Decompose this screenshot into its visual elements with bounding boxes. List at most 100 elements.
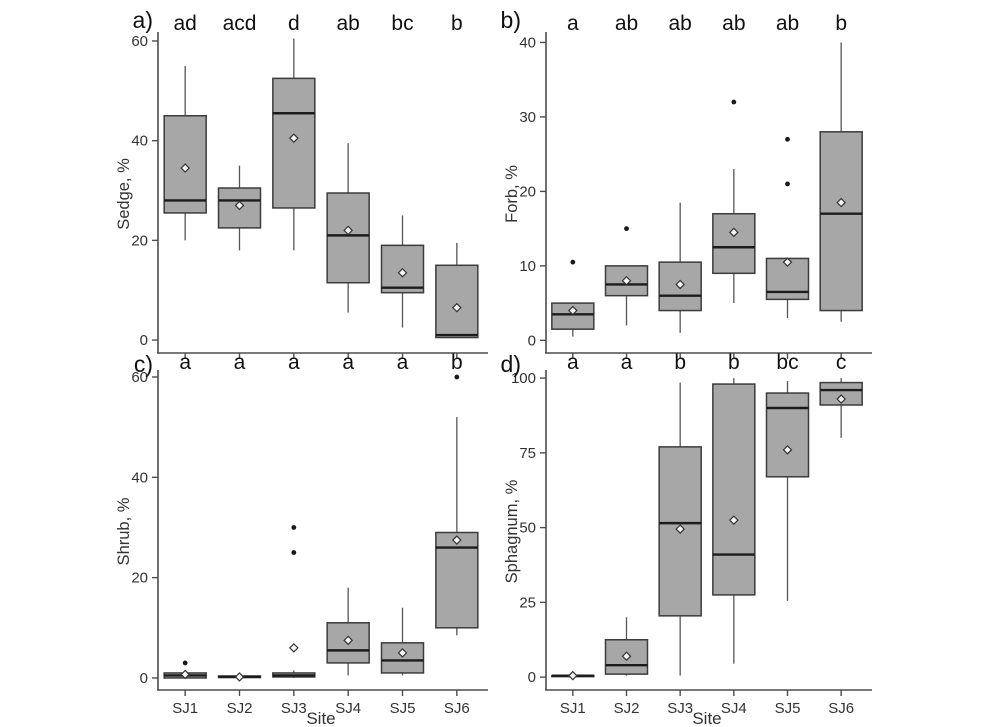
- y-tick-label: 10: [519, 258, 536, 275]
- significance-letter: a: [234, 351, 246, 374]
- y-tick-label: 40: [519, 34, 536, 51]
- box-rect: [712, 212, 756, 275]
- mean-diamond: [234, 200, 245, 211]
- box-c-sj2: [217, 672, 262, 682]
- x-tick-label: SJ3: [667, 700, 693, 717]
- x-tick-label: SJ4: [721, 700, 747, 717]
- box-b-sj5: [765, 136, 810, 318]
- panel-d: 0 25 50 75 100 SJ1 a SJ2 a SJ3 b SJ4 b SJ5 bc SJ6 c Site S…: [501, 351, 872, 727]
- y-tick-label: 30: [519, 109, 536, 126]
- panel-label: d): [501, 351, 521, 377]
- x-tick-label: SJ5: [390, 700, 416, 717]
- significance-letter: a: [397, 351, 409, 374]
- panel-a: 0 20 40 60 ad acd d ab bc b Sedge, % a): [115, 7, 488, 359]
- box-rect: [272, 77, 316, 209]
- box-d-sj1: [551, 670, 595, 681]
- mean-diamond: [567, 670, 578, 681]
- significance-letter: ab: [336, 12, 359, 35]
- mean-diamond: [782, 257, 793, 267]
- mean-diamond: [234, 672, 245, 682]
- y-tick-label: 50: [519, 520, 536, 537]
- outlier-dot: [182, 660, 188, 666]
- x-tick-label: SJ1: [172, 700, 198, 717]
- y-tick-label: 60: [131, 33, 148, 50]
- significance-letter: acd: [223, 12, 257, 35]
- y-tick-label: 0: [140, 332, 148, 349]
- y-tick-label: 100: [511, 370, 536, 387]
- outlier-dot: [785, 136, 790, 142]
- significance-letter: ab: [722, 12, 745, 35]
- outlier-dot: [624, 226, 629, 232]
- x-tick-label: SJ6: [444, 700, 470, 717]
- box-b-sj3: [658, 202, 702, 333]
- significance-letter: b: [835, 12, 847, 35]
- outlier-dot: [731, 99, 737, 105]
- mean-diamond: [836, 197, 847, 208]
- x-axis-title: Site: [306, 709, 335, 727]
- x-tick-label: SJ6: [828, 700, 854, 717]
- y-axis-title: Sedge, %: [115, 158, 133, 230]
- significance-letter: c: [836, 351, 847, 374]
- y-tick-label: 20: [131, 232, 148, 249]
- y-axis-title: Sphagnum, %: [503, 479, 521, 583]
- mean-diamond: [728, 515, 739, 525]
- box-a-sj2: [217, 165, 262, 251]
- y-tick-label: 75: [519, 445, 536, 462]
- box-rect: [712, 383, 756, 596]
- outlier-dot: [570, 259, 576, 265]
- y-tick-label: 0: [140, 670, 148, 687]
- box-rect: [604, 639, 649, 675]
- mean-diamond: [343, 225, 354, 236]
- significance-letter: bc: [391, 12, 413, 35]
- panel-b: 0 10 20 30 40 a ab ab ab ab b Forb, % b): [501, 7, 872, 359]
- significance-letter: b: [451, 351, 463, 374]
- significance-letter: a: [288, 351, 300, 374]
- box-d-sj5: [765, 381, 810, 601]
- y-tick-label: 20: [131, 570, 148, 587]
- mean-diamond: [621, 275, 632, 286]
- mean-diamond: [451, 302, 462, 313]
- significance-letter: b: [728, 351, 740, 374]
- box-a-sj4: [326, 143, 370, 313]
- significance-letter: a: [342, 351, 354, 374]
- box-rect: [819, 381, 863, 406]
- panel-c: 0 20 40 60 SJ1 a SJ2 a SJ3 a SJ4 a SJ5 a SJ6 b Site Shrub…: [115, 351, 488, 727]
- x-tick-label: SJ2: [227, 700, 253, 717]
- significance-letter: a: [179, 351, 191, 374]
- mean-diamond: [288, 133, 299, 144]
- x-tick-label: SJ5: [775, 700, 801, 717]
- box-d-sj2: [604, 617, 649, 676]
- x-tick-label: SJ3: [281, 700, 307, 717]
- box-b-sj2: [604, 226, 649, 326]
- mean-diamond: [782, 445, 793, 455]
- significance-letter: ab: [668, 12, 691, 35]
- x-tick-label: SJ1: [560, 700, 586, 717]
- mean-diamond: [728, 227, 739, 238]
- box-rect: [380, 642, 425, 674]
- y-tick-label: 40: [131, 469, 148, 486]
- mean-diamond: [397, 648, 408, 658]
- significance-letter: ad: [173, 12, 196, 35]
- y-tick-label: 0: [528, 669, 536, 686]
- outlier-dot: [291, 525, 297, 530]
- box-d-sj3: [658, 382, 702, 676]
- box-d-sj4: [712, 378, 756, 664]
- significance-letter: d: [288, 12, 300, 35]
- mean-diamond: [180, 163, 191, 173]
- box-rect: [435, 264, 479, 339]
- mean-diamond: [343, 635, 354, 646]
- box-b-sj4: [712, 99, 756, 304]
- significance-letter: a: [567, 12, 579, 35]
- y-axis-title: Forb, %: [503, 165, 521, 223]
- mean-diamond: [675, 524, 686, 534]
- y-tick-label: 40: [131, 133, 148, 150]
- box-c-sj6: [435, 374, 479, 636]
- box-a-sj5: [380, 215, 425, 328]
- box-rect: [819, 131, 863, 312]
- y-tick-label: 20: [519, 183, 536, 200]
- box-c-sj5: [380, 607, 425, 676]
- significance-letter: ab: [776, 12, 799, 35]
- panel-label: c): [134, 351, 153, 377]
